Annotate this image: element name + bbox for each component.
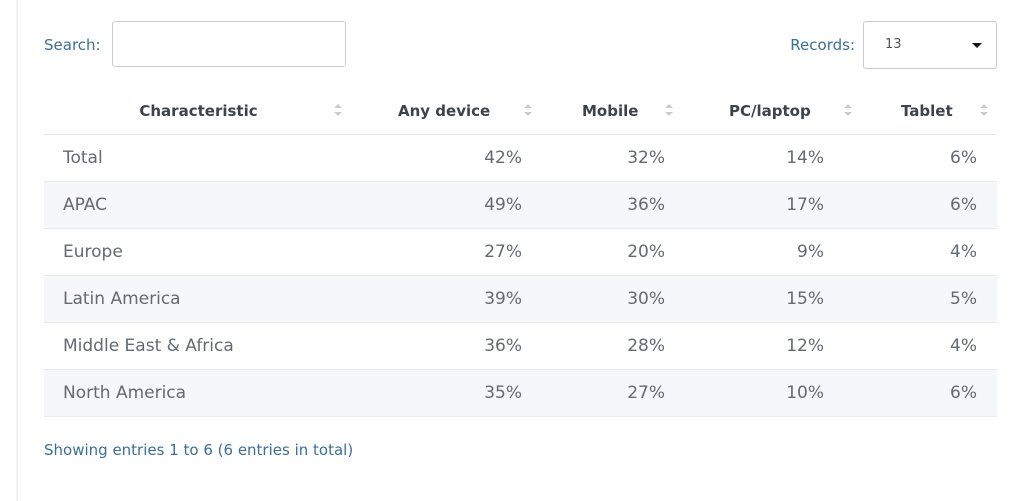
cell-pc-laptop: 17% bbox=[684, 181, 864, 229]
column-header-label: Characteristic bbox=[139, 102, 258, 120]
cell-mobile: 28% bbox=[542, 322, 684, 370]
search-label: Search: bbox=[44, 36, 101, 54]
cell-pc-laptop: 14% bbox=[684, 134, 864, 182]
cell-any-device: 39% bbox=[353, 275, 542, 323]
cell-tablet: 6% bbox=[864, 181, 997, 229]
sort-icon bbox=[334, 103, 342, 117]
column-header-characteristic[interactable]: Characteristic bbox=[44, 88, 353, 135]
cell-any-device: 36% bbox=[353, 322, 542, 370]
cell-any-device: 42% bbox=[353, 134, 542, 182]
table-row: Total 42% 32% 14% 6% bbox=[44, 134, 997, 182]
cell-characteristic: Europe bbox=[44, 228, 353, 276]
table-row: Latin America 39% 30% 15% 5% bbox=[44, 275, 997, 323]
column-header-tablet[interactable]: Tablet bbox=[864, 88, 997, 135]
data-table: Characteristic Any device Mobile PC/lapt… bbox=[44, 88, 997, 417]
sort-icon bbox=[665, 103, 673, 117]
cell-mobile: 27% bbox=[542, 369, 684, 417]
cell-characteristic: APAC bbox=[44, 181, 353, 229]
table-toolbar: Search: Records: 13 bbox=[44, 21, 997, 69]
records-select[interactable]: 13 bbox=[863, 21, 997, 69]
table-header-row: Characteristic Any device Mobile PC/lapt… bbox=[44, 88, 997, 135]
cell-tablet: 6% bbox=[864, 369, 997, 417]
column-header-label: PC/laptop bbox=[729, 102, 811, 120]
cell-tablet: 4% bbox=[864, 228, 997, 276]
cell-mobile: 36% bbox=[542, 181, 684, 229]
records-selected-value: 13 bbox=[885, 37, 902, 52]
cell-any-device: 49% bbox=[353, 181, 542, 229]
cell-tablet: 4% bbox=[864, 322, 997, 370]
cell-pc-laptop: 12% bbox=[684, 322, 864, 370]
sort-icon bbox=[844, 103, 852, 117]
cell-tablet: 6% bbox=[864, 134, 997, 182]
table-row: Middle East & Africa 36% 28% 12% 4% bbox=[44, 322, 997, 370]
sort-icon bbox=[980, 103, 988, 117]
column-header-label: Tablet bbox=[901, 102, 953, 120]
cell-any-device: 27% bbox=[353, 228, 542, 276]
cell-pc-laptop: 10% bbox=[684, 369, 864, 417]
cell-tablet: 5% bbox=[864, 275, 997, 323]
column-header-any-device[interactable]: Any device bbox=[353, 88, 542, 135]
table-row: APAC 49% 36% 17% 6% bbox=[44, 181, 997, 229]
table-row: Europe 27% 20% 9% 4% bbox=[44, 228, 997, 276]
cell-characteristic: North America bbox=[44, 369, 353, 417]
cell-any-device: 35% bbox=[353, 369, 542, 417]
left-divider bbox=[16, 0, 18, 501]
sort-icon bbox=[524, 103, 532, 117]
cell-mobile: 20% bbox=[542, 228, 684, 276]
cell-pc-laptop: 9% bbox=[684, 228, 864, 276]
column-header-label: Mobile bbox=[582, 102, 639, 120]
cell-mobile: 32% bbox=[542, 134, 684, 182]
entries-info: Showing entries 1 to 6 (6 entries in tot… bbox=[44, 441, 354, 459]
caret-down-icon bbox=[972, 43, 982, 48]
cell-pc-laptop: 15% bbox=[684, 275, 864, 323]
column-header-mobile[interactable]: Mobile bbox=[542, 88, 684, 135]
cell-characteristic: Middle East & Africa bbox=[44, 322, 353, 370]
cell-mobile: 30% bbox=[542, 275, 684, 323]
cell-characteristic: Latin America bbox=[44, 275, 353, 323]
search-input[interactable] bbox=[112, 21, 346, 67]
cell-characteristic: Total bbox=[44, 134, 353, 182]
column-header-pc-laptop[interactable]: PC/laptop bbox=[684, 88, 864, 135]
records-label: Records: bbox=[790, 36, 855, 54]
table-row: North America 35% 27% 10% 6% bbox=[44, 369, 997, 417]
column-header-label: Any device bbox=[398, 102, 491, 120]
